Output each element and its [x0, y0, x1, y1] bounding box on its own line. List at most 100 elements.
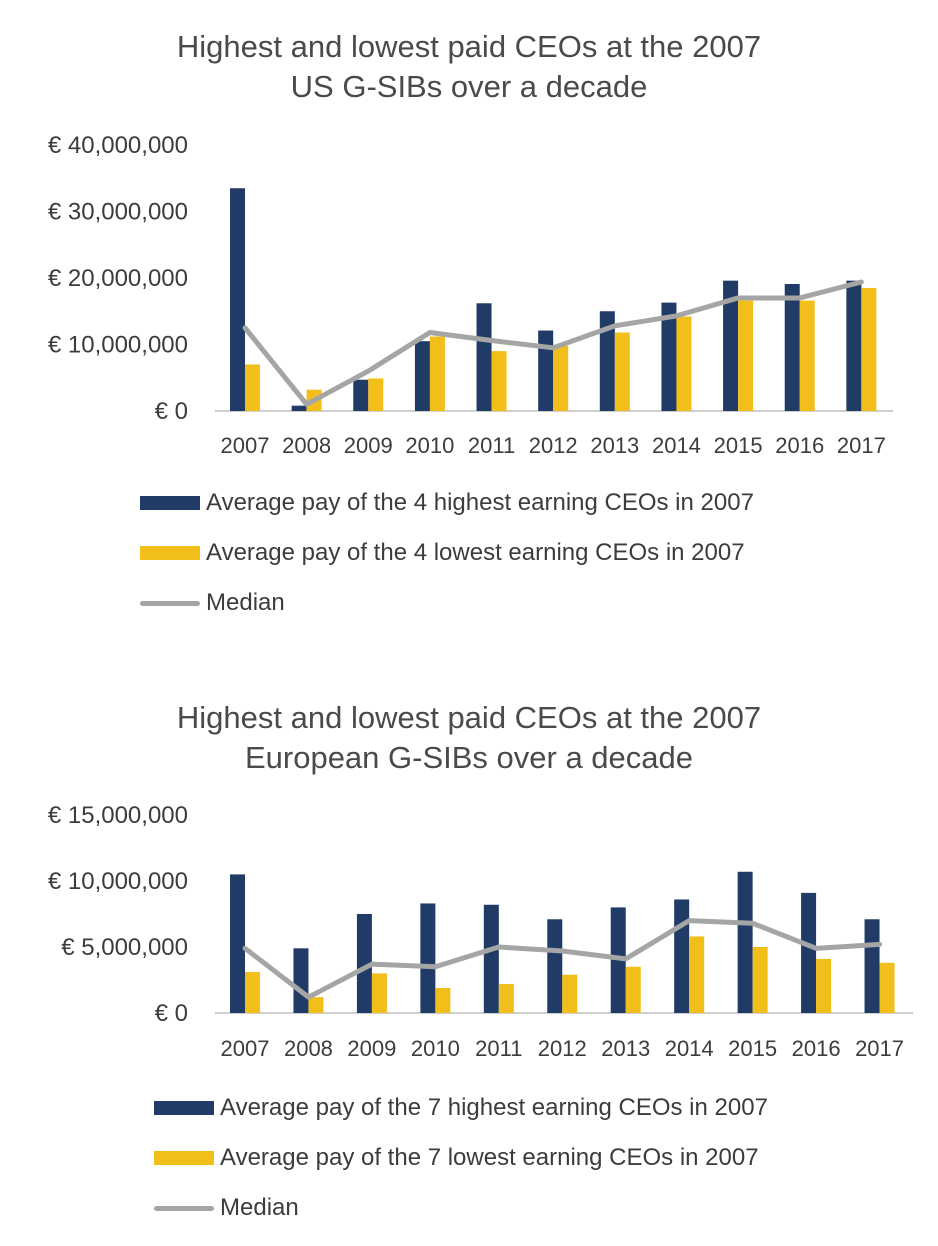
legend-label-high: Average pay of the 4 highest earning CEO… [206, 489, 754, 516]
y-tick-label: € 10,000,000 [48, 868, 188, 895]
x-tick-label: 2007 [221, 1036, 270, 1061]
x-tick-label: 2017 [837, 433, 886, 458]
chart-title: Highest and lowest paid CEOs at the 2007… [0, 698, 938, 778]
x-tick-label: 2013 [601, 1036, 650, 1061]
x-tick-label: 2011 [468, 433, 515, 458]
bar-low [562, 974, 578, 1013]
bar-high [661, 302, 677, 411]
bar-low [689, 936, 705, 1013]
x-tick-label: 2017 [855, 1036, 904, 1061]
x-tick-label: 2009 [344, 433, 393, 458]
europe-legend: Average pay of the 7 highest earning CEO… [154, 1083, 768, 1233]
x-tick-label: 2009 [347, 1036, 396, 1061]
x-tick-label: 2010 [411, 1036, 460, 1061]
bar-low [799, 300, 815, 411]
bar-low [816, 958, 832, 1013]
legend-label-low: Average pay of the 7 lowest earning CEOs… [220, 1144, 759, 1171]
x-tick-label: 2016 [792, 1036, 841, 1061]
x-tick-label: 2007 [221, 433, 270, 458]
bar-high [674, 899, 690, 1013]
bar-high [538, 330, 554, 411]
x-tick-label: 2008 [284, 1036, 333, 1061]
bar-low [308, 997, 324, 1013]
x-tick-label: 2011 [475, 1036, 522, 1061]
bar-high [483, 904, 499, 1013]
x-tick-label: 2012 [538, 1036, 587, 1061]
bar-low [614, 332, 630, 411]
bar-high [420, 903, 436, 1013]
legend-label-median: Median [220, 1194, 299, 1221]
bar-low [245, 972, 260, 1013]
x-tick-label: 2013 [590, 433, 639, 458]
bar-high [784, 283, 800, 411]
bar-low [429, 336, 445, 411]
bar-low [368, 378, 384, 411]
legend-item-median: Median [140, 578, 754, 628]
bar-high [801, 892, 817, 1013]
europe-chart-plot: € 0 € 5,000,000 € 10,000,000 € 15,000,000 20… [48, 802, 913, 1061]
legend-item-high: Average pay of the 7 highest earning CEO… [154, 1083, 768, 1133]
legend-swatch-high [140, 496, 200, 510]
median-line [242, 918, 883, 1000]
legend-item-high: Average pay of the 4 highest earning CEO… [140, 478, 754, 528]
bar-high [293, 948, 309, 1013]
bar-high [356, 914, 372, 1013]
y-tick-label: € 20,000,000 [48, 265, 188, 292]
bar-low [676, 316, 692, 411]
bar-low [435, 987, 451, 1013]
bar-high [723, 280, 739, 411]
bar-high [547, 919, 563, 1013]
bar-low [491, 351, 507, 411]
x-tick-label: 2012 [529, 433, 578, 458]
x-tick-label: 2008 [282, 433, 331, 458]
bar-low [861, 287, 877, 411]
x-tick-label: 2015 [728, 1036, 777, 1061]
legend-swatch-median [140, 600, 200, 606]
x-tick-label: 2014 [652, 433, 701, 458]
y-tick-label: € 0 [155, 1000, 188, 1027]
x-tick-label: 2010 [405, 433, 454, 458]
bar-low [738, 300, 754, 411]
bar-high [476, 303, 492, 411]
median-line [242, 279, 864, 407]
bar-low [553, 345, 569, 411]
europe-chart: Highest and lowest paid CEOs at the 2007… [0, 680, 938, 1246]
legend-swatch-low [140, 546, 200, 560]
x-tick-label: 2015 [714, 433, 763, 458]
bar-low [625, 966, 641, 1013]
bar-high [599, 311, 615, 411]
y-tick-label: € 30,000,000 [48, 199, 188, 226]
bar-high [846, 280, 862, 411]
bar-low [498, 983, 514, 1013]
legend-label-high: Average pay of the 7 highest earning CEO… [220, 1094, 768, 1121]
legend-item-low: Average pay of the 7 lowest earning CEOs… [154, 1133, 768, 1183]
legend-item-low: Average pay of the 4 lowest earning CEOs… [140, 528, 754, 578]
legend-label-median: Median [206, 589, 285, 616]
bar-low [245, 364, 260, 411]
y-tick-label: € 0 [155, 398, 188, 425]
y-tick-label: € 10,000,000 [48, 332, 188, 359]
bar-low [752, 947, 768, 1013]
bar-high [864, 919, 880, 1013]
legend-swatch-median [154, 1205, 214, 1211]
chart-title-line-1: Highest and lowest paid CEOs at the 2007 [176, 29, 762, 64]
bar-high [353, 379, 369, 411]
y-tick-label: € 5,000,000 [61, 934, 188, 961]
x-tick-label: 2016 [775, 433, 824, 458]
bar-high [230, 188, 245, 411]
bar-high [737, 871, 753, 1013]
bar-high [230, 874, 245, 1013]
bar-low [879, 962, 895, 1013]
us-legend: Average pay of the 4 highest earning CEO… [140, 478, 754, 628]
x-tick-label: 2014 [665, 1036, 714, 1061]
bar-low [371, 973, 387, 1013]
chart-title-line-1: Highest and lowest paid CEOs at the 2007 [176, 700, 762, 735]
chart-title-line-2: European G-SIBs over a decade [244, 740, 694, 775]
y-tick-label: € 40,000,000 [48, 132, 188, 159]
bar-high [414, 341, 430, 411]
legend-item-median: Median [154, 1183, 768, 1233]
y-tick-label: € 15,000,000 [48, 802, 188, 829]
us-chart-plot: € 0 € 10,000,000 € 20,000,000 € 30,000,000 €… [48, 132, 893, 458]
legend-label-low: Average pay of the 4 lowest earning CEOs… [206, 539, 745, 566]
legend-swatch-high [154, 1101, 214, 1115]
